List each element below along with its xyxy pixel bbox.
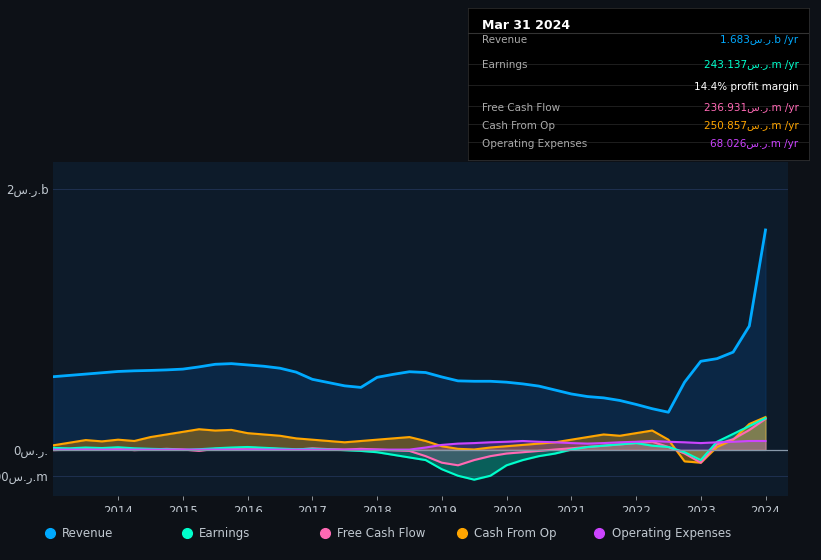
Text: Mar 31 2024: Mar 31 2024 <box>482 19 570 32</box>
Text: 236.931س.ر.m /yr: 236.931س.ر.m /yr <box>704 102 799 113</box>
Text: Revenue: Revenue <box>62 527 113 540</box>
Text: Cash From Op: Cash From Op <box>482 121 555 131</box>
Text: 68.026س.ر.m /yr: 68.026س.ر.m /yr <box>710 139 799 149</box>
Text: Free Cash Flow: Free Cash Flow <box>337 527 425 540</box>
Text: Earnings: Earnings <box>482 60 527 71</box>
Text: Operating Expenses: Operating Expenses <box>482 139 587 149</box>
Text: Cash From Op: Cash From Op <box>475 527 557 540</box>
Text: Free Cash Flow: Free Cash Flow <box>482 102 560 113</box>
Text: 1.683س.ر.b /yr: 1.683س.ر.b /yr <box>720 35 799 45</box>
Text: Earnings: Earnings <box>200 527 250 540</box>
Text: Revenue: Revenue <box>482 35 527 45</box>
Text: Operating Expenses: Operating Expenses <box>612 527 731 540</box>
Text: 250.857س.ر.m /yr: 250.857س.ر.m /yr <box>704 121 799 131</box>
Text: 14.4% profit margin: 14.4% profit margin <box>694 82 799 91</box>
Text: 243.137س.ر.m /yr: 243.137س.ر.m /yr <box>704 60 799 71</box>
